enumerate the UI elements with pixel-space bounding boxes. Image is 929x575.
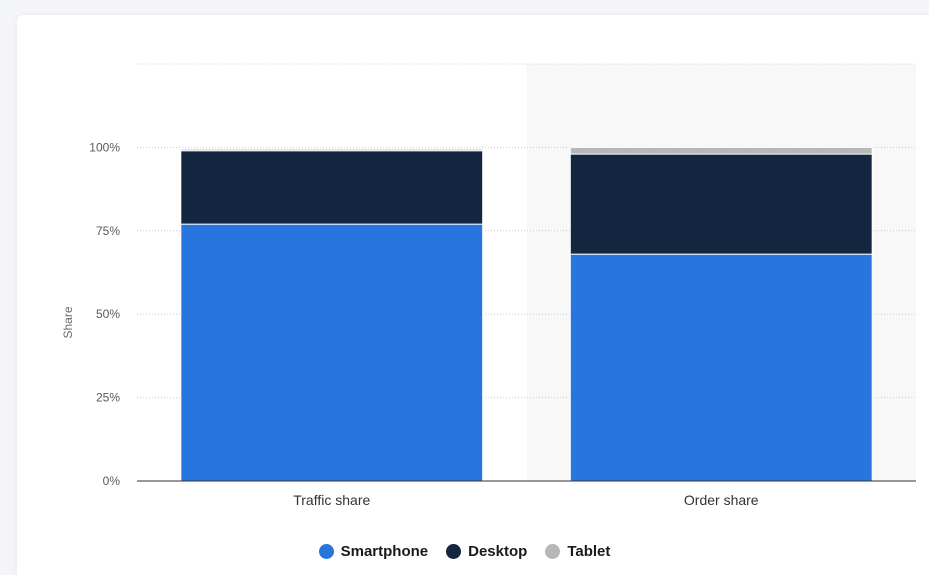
y-tick-label: 75% [96,224,120,238]
bar-smartphone-order-share[interactable] [569,253,873,482]
y-axis-label: Share [61,306,75,338]
y-tick-label: 100% [89,140,120,154]
bars [180,146,873,482]
legend: Smartphone Desktop Tablet [0,543,929,560]
x-category-labels: Traffic share Order share [293,492,759,508]
bar-desktop-traffic-share[interactable] [180,150,484,225]
legend-item-tablet[interactable]: Tablet [545,543,610,560]
legend-swatch [446,544,462,559]
legend-item-desktop[interactable]: Desktop [446,543,527,560]
legend-swatch [545,544,561,559]
bar-tablet-traffic-share[interactable] [180,148,484,152]
y-tick-label: 0% [103,474,121,488]
legend-label: Tablet [567,543,611,560]
y-tick-label: 50% [96,307,120,321]
bar-desktop-order-share[interactable] [569,153,873,255]
bar-tablet-order-share[interactable] [569,146,873,155]
x-category-label: Traffic share [293,492,370,508]
legend-label: Desktop [468,543,528,560]
x-category-label: Order share [684,492,759,508]
y-tick-labels: 0% 25% 50% 75% 100% [89,140,120,488]
legend-item-smartphone[interactable]: Smartphone [318,543,429,560]
legend-label: Smartphone [340,543,429,560]
bar-smartphone-traffic-share[interactable] [180,223,484,482]
y-tick-label: 25% [96,391,120,405]
legend-swatch [318,544,334,559]
